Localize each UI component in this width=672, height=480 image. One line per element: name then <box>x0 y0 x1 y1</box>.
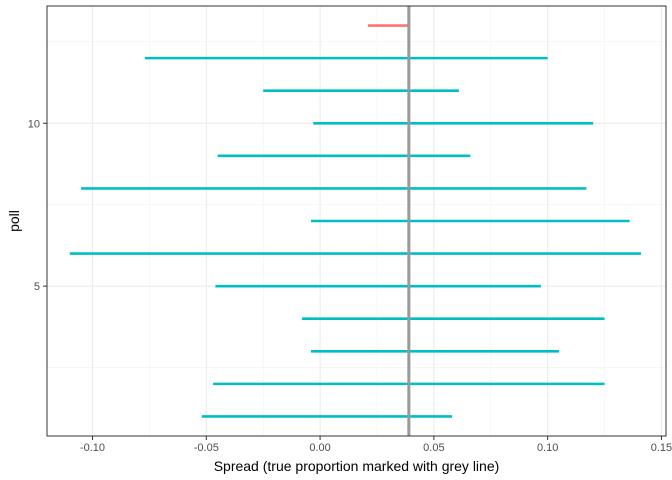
x-tick-label: 0.15 <box>651 442 672 454</box>
y-tick-label: 5 <box>34 281 40 293</box>
x-axis-title: Spread (true proportion marked with grey… <box>214 458 500 474</box>
y-axis: 5 10 <box>28 118 47 293</box>
x-tick-label: -0.10 <box>80 442 105 454</box>
x-tick-label: 0.05 <box>423 442 444 454</box>
x-tick-label: -0.05 <box>194 442 219 454</box>
panel-border <box>46 5 667 437</box>
y-tick-label: 10 <box>28 118 40 130</box>
y-axis-title: poll <box>6 210 22 232</box>
x-axis: -0.10 -0.05 0.00 0.05 0.10 0.15 <box>80 436 672 454</box>
x-tick-label: 0.00 <box>309 442 330 454</box>
x-tick-label: 0.10 <box>537 442 558 454</box>
